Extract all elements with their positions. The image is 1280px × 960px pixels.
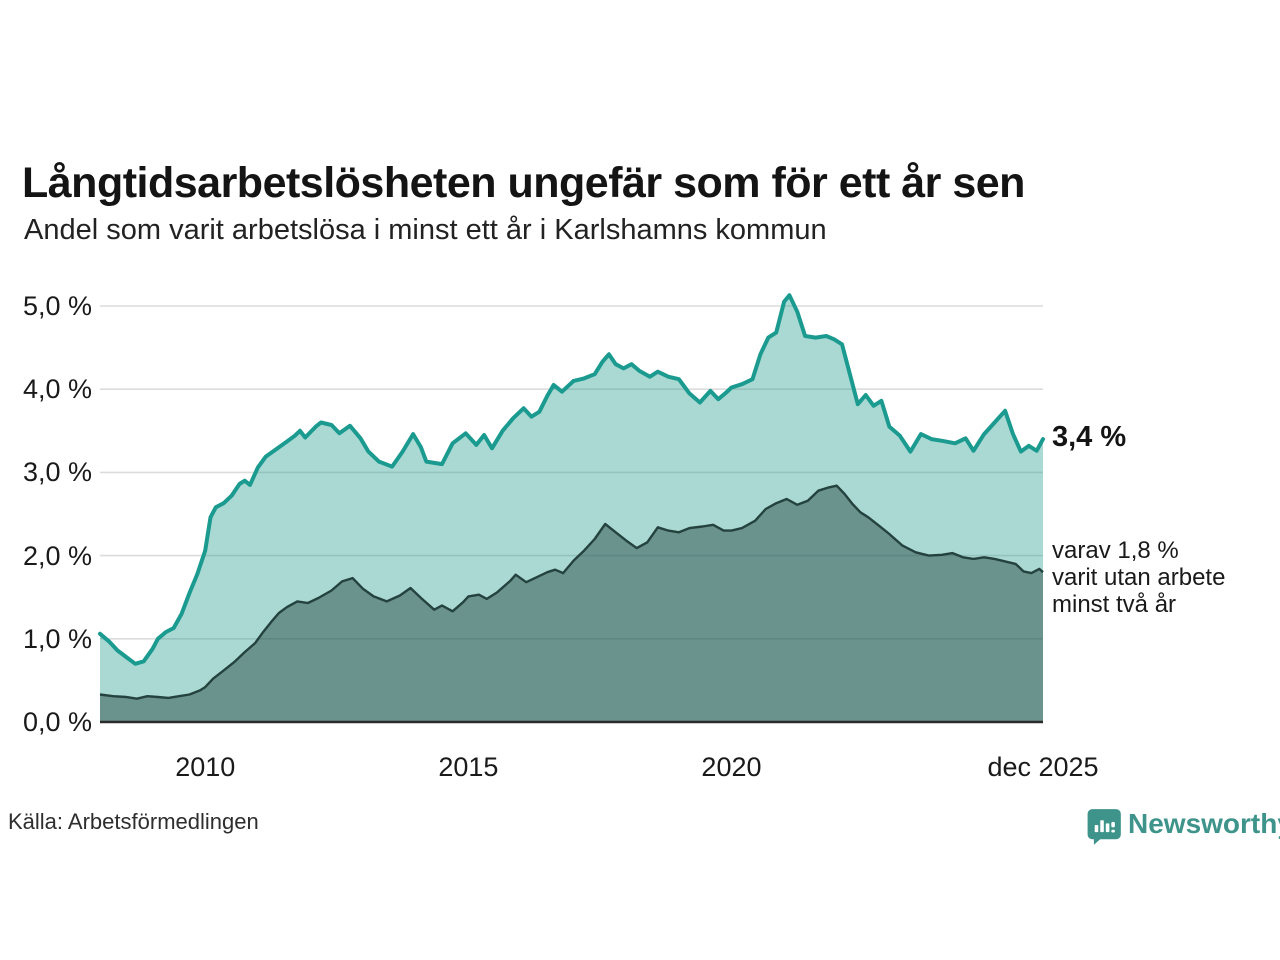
page-title: Långtidsarbetslösheten ungefär som för e… — [22, 158, 1025, 207]
newsworthy-wordmark: Newsworthy — [1128, 808, 1280, 839]
series2-annotation: varav 1,8 % varit utan arbete minst två … — [1052, 537, 1225, 618]
series2-annotation-line3: minst två år — [1052, 591, 1177, 618]
newsworthy-logo — [1087, 809, 1121, 845]
x-axis-tick-label: dec 2025 — [987, 752, 1099, 782]
y-axis-tick-label: 2,0 % — [22, 540, 92, 571]
chart-subtitle: Andel som varit arbetslösa i minst ett å… — [24, 214, 827, 246]
series2-annotation-line1: varav 1,8 % — [1052, 537, 1179, 564]
x-axis-tick-label: 2020 — [701, 752, 762, 782]
y-axis-tick-label: 0,0 % — [22, 707, 92, 737]
newsworthy-bar-chart-bubble-icon — [1087, 809, 1121, 845]
source-credit: Källa: Arbetsförmedlingen — [8, 809, 259, 834]
y-axis-tick-label: 4,0 % — [22, 374, 92, 405]
x-axis-tick-label: 2010 — [175, 752, 236, 782]
y-axis-tick-label: 5,0 % — [22, 291, 92, 321]
y-axis-tick-label: 1,0 % — [22, 623, 92, 654]
series2-line — [99, 484, 1044, 700]
series1-area — [100, 295, 1043, 722]
series1-end-value-label: 3,4 % — [1052, 421, 1127, 453]
series2-annotation-line2: varit utan arbete — [1052, 564, 1226, 591]
series1-line — [98, 293, 1045, 666]
y-axis-tick-label: 3,0 % — [22, 457, 92, 488]
x-axis-tick-label: 2015 — [438, 752, 499, 782]
series2-area — [100, 485, 1043, 722]
